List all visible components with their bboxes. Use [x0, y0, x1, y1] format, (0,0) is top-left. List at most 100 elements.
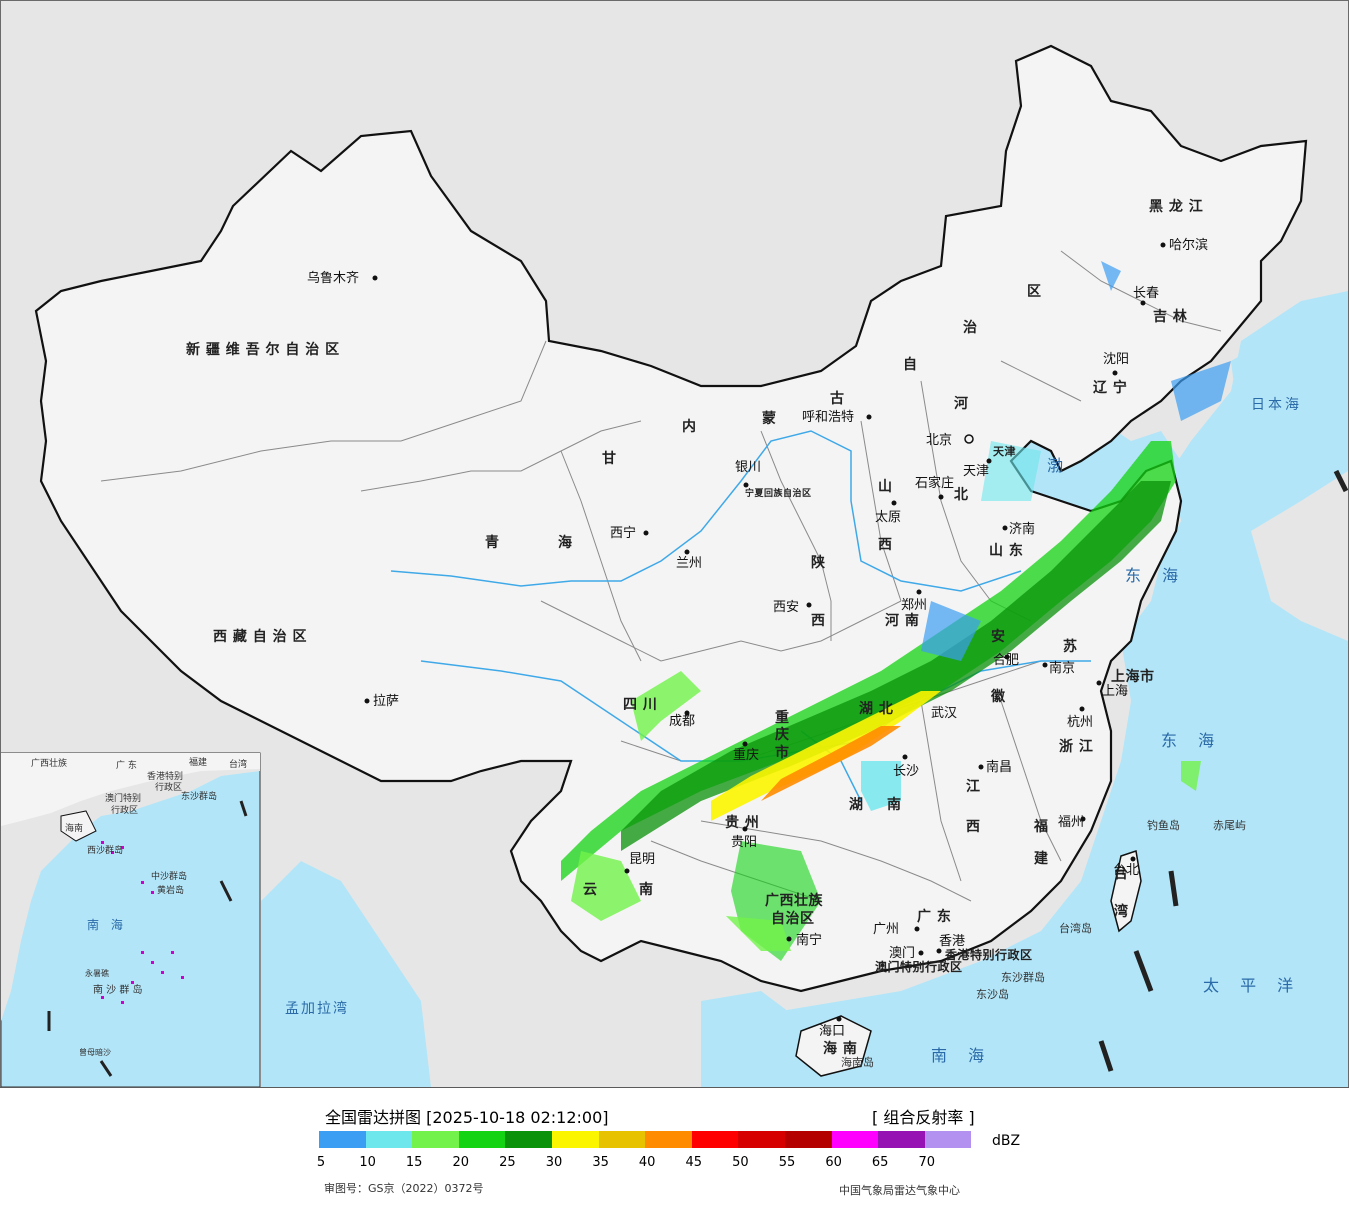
- legend-product: [ 组合反射率 ]: [872, 1108, 975, 1127]
- city-lanzhou: 兰州: [676, 556, 702, 571]
- tick-label: 5: [316, 1155, 326, 1170]
- label-heilongjiang: 黑 龙 江: [1149, 198, 1203, 215]
- inset-zhongsha: 中沙群岛: [151, 870, 187, 882]
- sea-bohai: 渤: [1047, 456, 1071, 475]
- swatch-1: [365, 1131, 413, 1148]
- label-guangxi-1: 广西壮族: [765, 892, 823, 909]
- label-ningxia: 宁夏回族自治区: [745, 487, 812, 499]
- tick-label: 50: [732, 1155, 749, 1170]
- tick-label: 25: [499, 1155, 516, 1170]
- tick-label: 35: [592, 1155, 609, 1170]
- label-guangxi-2: 自治区: [771, 910, 815, 927]
- label-shandong: 山 东: [989, 542, 1023, 559]
- label-nmg-3: 古: [830, 390, 845, 407]
- label-shanghai-city: 上海市: [1111, 668, 1155, 685]
- city-guiyang: 贵阳: [731, 835, 757, 850]
- sea-labels: 东 海 东 海 南 海 太 平 洋 日本海 孟加拉湾: [285, 397, 1302, 1065]
- label-qinghai-1: 青: [485, 534, 500, 551]
- label-jiangxi-2: 西: [966, 819, 981, 835]
- taiwan-island: [1110, 850, 1142, 933]
- city-hohhot: 呼和浩特: [802, 410, 854, 425]
- inset-nanhai: 南 海: [87, 917, 127, 932]
- city-taiyuan: 太原: [875, 510, 901, 525]
- swatch-7: [645, 1131, 692, 1148]
- province-labels: 新 疆 维 吾 尔 自 治 区 西 藏 自 治 区 青 海 甘 内 蒙 古 自 …: [186, 198, 1203, 1057]
- inset-taiwan: 台湾: [229, 758, 247, 770]
- label-xinjiang: 新 疆 维 吾 尔 自 治 区: [186, 341, 340, 358]
- label-fujian-2: 建: [1034, 850, 1049, 867]
- tick-label: 30: [545, 1155, 563, 1170]
- swatch-8: [691, 1131, 739, 1148]
- island-taiwandao: 台湾岛: [1059, 921, 1092, 935]
- swatch-12: [878, 1131, 925, 1148]
- city-xian: 西安: [773, 600, 799, 615]
- tick-label: 10: [359, 1155, 376, 1170]
- city-haikou: 海口: [819, 1024, 845, 1039]
- label-shaanxi-1: 陕: [811, 554, 826, 571]
- city-xining: 西宁: [610, 525, 636, 541]
- island-hainandao: 海南岛: [841, 1055, 874, 1069]
- label-nmg-2: 蒙: [762, 410, 777, 427]
- island-dongshaqundao: 东沙群岛: [1001, 970, 1045, 984]
- swatch-11: [831, 1131, 879, 1148]
- label-hunan-1: 湖: [849, 797, 864, 813]
- inset-macau: 澳门特别: [105, 792, 141, 804]
- label-henan: 河 南: [885, 612, 919, 629]
- swatch-0: [319, 1131, 366, 1148]
- city-taipei: 台北: [1113, 863, 1139, 878]
- city-macau: 澳门: [889, 945, 915, 961]
- island-dongshadao: 东沙岛: [976, 987, 1009, 1001]
- approval-number: 审图号：GS京（2022）0372号: [324, 1182, 484, 1195]
- gulf-of-tonkin: [701, 991, 801, 1087]
- island-diaoyudao: 钓鱼岛: [1147, 818, 1180, 832]
- label-taiwan-1: 台: [1114, 865, 1129, 882]
- label-gansu: 甘: [602, 450, 617, 467]
- label-nmg-4: 自: [903, 356, 918, 373]
- tick-label: 20: [452, 1155, 470, 1170]
- city-changsha: 长沙: [893, 764, 919, 779]
- inset-nansha: 南 沙 群 岛: [93, 983, 143, 996]
- label-macau-sar: 澳门特别行政区: [875, 959, 963, 974]
- city-changchun: 长春: [1133, 286, 1159, 301]
- label-nmg-6: 区: [1027, 284, 1042, 300]
- inset-macau2: 行政区: [111, 804, 138, 816]
- tick-label: 60: [825, 1155, 842, 1170]
- sea-huanghai: 东 海: [1125, 566, 1186, 585]
- label-chongqing-2: 庆: [775, 726, 790, 743]
- label-hubei: 湖 北: [859, 701, 893, 717]
- island-chiweiyu: 赤尾屿: [1213, 819, 1246, 832]
- tick-label: 40: [638, 1155, 656, 1170]
- swatch-10: [784, 1131, 832, 1148]
- city-hongkong: 香港: [939, 934, 965, 949]
- inset-hk2: 行政区: [155, 781, 182, 793]
- city-nanchang: 南昌: [986, 759, 1012, 775]
- radar-map[interactable]: 新 疆 维 吾 尔 自 治 区 西 藏 自 治 区 青 海 甘 内 蒙 古 自 …: [1, 1, 1348, 1087]
- city-kunming: 昆明: [629, 852, 655, 867]
- inset-xisha: 西沙群岛: [87, 844, 123, 856]
- label-tianjin: 天津: [993, 444, 1016, 458]
- city-tianjin: 天津: [963, 464, 989, 479]
- swatch-4: [505, 1131, 552, 1148]
- label-jilin: 吉 林: [1153, 308, 1187, 325]
- label-shanxi-2: 西: [878, 537, 893, 553]
- bay-of-bengal: [261, 861, 431, 1087]
- map-canvas: 新 疆 维 吾 尔 自 治 区 西 藏 自 治 区 青 海 甘 内 蒙 古 自 …: [1, 1, 1348, 1087]
- china-mainland: [34, 44, 1308, 993]
- city-zhengzhou: 郑州: [901, 598, 927, 613]
- label-shanxi-1: 山: [878, 479, 893, 495]
- label-hk-sar: 香港特别行政区: [944, 947, 1033, 962]
- island-labels: 钓鱼岛 赤尾屿 台湾岛 东沙群岛 东沙岛 海南岛: [841, 818, 1246, 1069]
- sea-ribenhai: 日本海: [1251, 397, 1302, 413]
- sea-taipingyang: 太 平 洋: [1203, 976, 1301, 995]
- legend-title: 全国雷达拼图 [2025-10-18 02:12:00]: [325, 1108, 609, 1127]
- color-scale: [319, 1131, 972, 1148]
- label-anhui-1: 安: [991, 628, 1006, 645]
- inset-zengmu: 曾母暗沙: [79, 1047, 111, 1057]
- radar-echoes: [561, 261, 1231, 961]
- inset-hk: 香港特别: [147, 770, 183, 782]
- japan-land: [1251, 471, 1348, 641]
- city-chengdu: 成都: [669, 714, 695, 729]
- label-nmg-1: 内: [682, 418, 697, 435]
- swatch-3: [458, 1131, 506, 1148]
- label-hunan-2: 南: [887, 796, 902, 813]
